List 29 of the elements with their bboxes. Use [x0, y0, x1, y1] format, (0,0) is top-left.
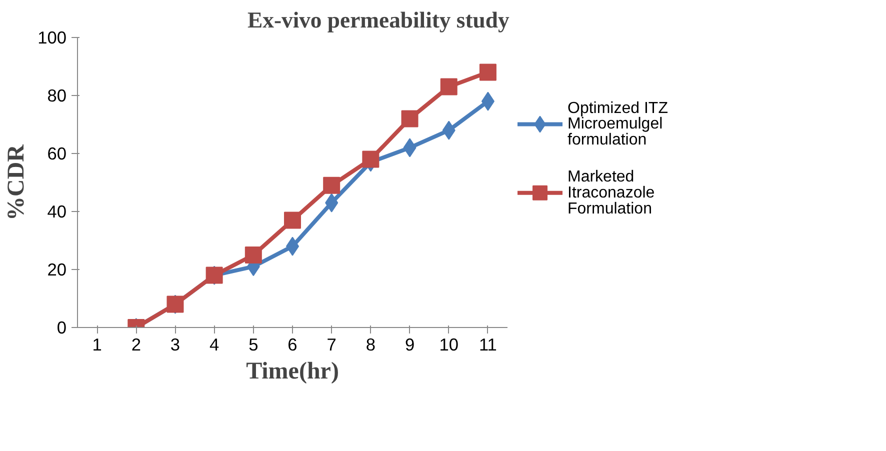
x-tick-label: 4 — [210, 334, 220, 354]
x-tick-label: 2 — [131, 334, 141, 354]
x-tick-label: 5 — [248, 334, 258, 354]
y-tick-label: 60 — [47, 144, 67, 164]
x-tick-label: 1 — [92, 334, 102, 354]
point — [401, 110, 418, 128]
x-tick-label: 9 — [404, 334, 415, 354]
x-tick-label: 11 — [478, 334, 497, 354]
legend-label: Marketed Itraconazole Formulation — [568, 168, 655, 218]
point — [244, 246, 262, 264]
y-tick-label: 40 — [47, 202, 67, 222]
y-tick-label: 80 — [47, 86, 67, 106]
point — [440, 78, 458, 96]
point — [284, 212, 301, 229]
x-tick-label: 7 — [326, 334, 336, 354]
x-tick-label: 6 — [288, 334, 298, 354]
y-tick-label: 100 — [38, 28, 67, 48]
x-tick-label: 10 — [439, 334, 459, 354]
point — [323, 176, 340, 194]
x-tick-label: 8 — [366, 334, 376, 354]
y-tick-label: 0 — [56, 318, 67, 338]
chart-title: Ex-vivo permeability study — [248, 8, 510, 32]
point — [479, 64, 496, 81]
x-tick-label: 3 — [170, 334, 180, 354]
legend-label: Optimized ITZ Microemulgel formulation — [568, 100, 668, 149]
y-tick-label: 20 — [47, 260, 67, 280]
x-axis-title: Time(hr) — [246, 358, 339, 384]
point — [362, 150, 380, 168]
y-axis-title: %CDR — [4, 144, 30, 220]
